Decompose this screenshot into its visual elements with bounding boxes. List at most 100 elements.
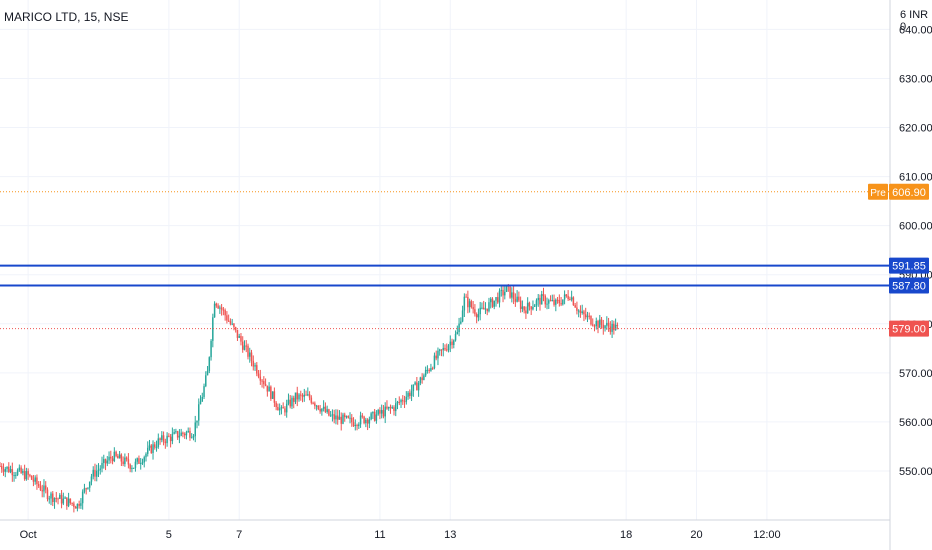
candle-body xyxy=(322,406,325,409)
session-badge-text: Pre xyxy=(870,188,886,199)
candle-body xyxy=(113,451,116,462)
candle-body xyxy=(310,397,313,403)
candle-body xyxy=(36,477,38,485)
candle-body xyxy=(196,420,198,423)
candle-body xyxy=(69,498,72,503)
candle-body xyxy=(307,394,309,396)
candle-body xyxy=(328,409,330,416)
candle-body xyxy=(266,385,269,392)
candle-body xyxy=(250,352,253,361)
candle-body xyxy=(285,403,288,413)
candle-body xyxy=(398,401,401,403)
candle-body xyxy=(373,411,376,421)
candle-body xyxy=(305,394,307,396)
candle-body xyxy=(187,430,189,433)
candle-body xyxy=(511,292,513,298)
candle-body xyxy=(613,323,615,331)
candle-body xyxy=(44,485,47,490)
candle-body xyxy=(118,454,121,459)
candle-body xyxy=(234,327,237,330)
candle-body xyxy=(377,409,379,415)
candle-body xyxy=(217,305,219,309)
candle-body xyxy=(199,401,202,405)
candle-body xyxy=(39,486,42,491)
candle-body xyxy=(419,377,422,383)
candle-body xyxy=(447,345,450,351)
candle-body xyxy=(338,416,341,420)
candle-body xyxy=(454,333,457,341)
candle-body xyxy=(502,289,504,296)
candle-body xyxy=(354,425,357,427)
candle-body xyxy=(27,471,29,475)
x-tick-label: 5 xyxy=(166,529,172,541)
candle-body xyxy=(509,286,511,298)
candle-body xyxy=(259,376,262,381)
candle-body xyxy=(41,490,43,492)
x-tick-label: 13 xyxy=(444,529,456,541)
candle-body xyxy=(482,307,485,310)
candle-body xyxy=(97,469,100,471)
candle-body xyxy=(206,370,209,376)
candle-body xyxy=(426,369,429,371)
candle-body xyxy=(249,352,251,357)
candle-body xyxy=(271,391,274,399)
candle-body xyxy=(37,484,40,487)
candle-body xyxy=(370,413,372,420)
candle-body xyxy=(430,368,432,371)
candle-body xyxy=(528,302,531,307)
candle-body xyxy=(481,307,483,309)
candle-body xyxy=(76,503,79,509)
candle-body xyxy=(127,459,130,465)
candle-body xyxy=(212,317,214,341)
candle-body xyxy=(220,307,223,310)
candle-body xyxy=(595,321,598,327)
candle-body xyxy=(324,406,327,413)
candle-body xyxy=(461,310,464,322)
candle-body xyxy=(477,314,480,318)
candle-body xyxy=(314,403,316,406)
candle-body xyxy=(64,497,66,499)
currency-unit[interactable]: 6 INR 0 xyxy=(900,9,929,33)
candle-body xyxy=(291,397,293,407)
candle-body xyxy=(616,324,619,326)
session-badge xyxy=(868,183,888,200)
candle-body xyxy=(280,407,283,409)
candle-body xyxy=(574,305,576,308)
candle-body xyxy=(317,405,320,410)
candle-body xyxy=(261,380,263,382)
candle-body xyxy=(416,382,418,391)
candle-body xyxy=(519,300,522,309)
price-label-text: 606.90 xyxy=(892,187,926,199)
candle-body xyxy=(553,299,555,305)
candle-body xyxy=(287,399,290,404)
candle-body xyxy=(403,401,406,403)
candle-body xyxy=(407,392,409,397)
candle-body xyxy=(289,399,291,407)
candle-body xyxy=(405,396,408,402)
candle-body xyxy=(437,350,439,359)
candle-body xyxy=(240,336,242,342)
candle-body xyxy=(164,441,167,444)
candle-body xyxy=(584,314,587,318)
candle-body xyxy=(410,391,413,396)
candle-body xyxy=(343,414,346,418)
symbol-title[interactable]: MARICO LTD, 15, NSE xyxy=(4,10,129,24)
candle-body xyxy=(148,445,151,448)
candle-body xyxy=(55,497,58,499)
candle-body xyxy=(389,406,392,408)
candle-body xyxy=(428,369,430,371)
candle-body xyxy=(134,461,137,468)
candle-body xyxy=(479,307,481,315)
candle-body xyxy=(402,399,404,402)
candle-body xyxy=(32,479,35,482)
candle-body xyxy=(189,430,191,438)
candle-body xyxy=(581,311,583,313)
candle-body xyxy=(493,300,495,307)
candle-body xyxy=(106,460,109,464)
candle-body xyxy=(264,384,267,386)
candle-body xyxy=(52,493,54,503)
x-tick-label: 7 xyxy=(236,529,242,541)
candle-body xyxy=(472,307,474,310)
